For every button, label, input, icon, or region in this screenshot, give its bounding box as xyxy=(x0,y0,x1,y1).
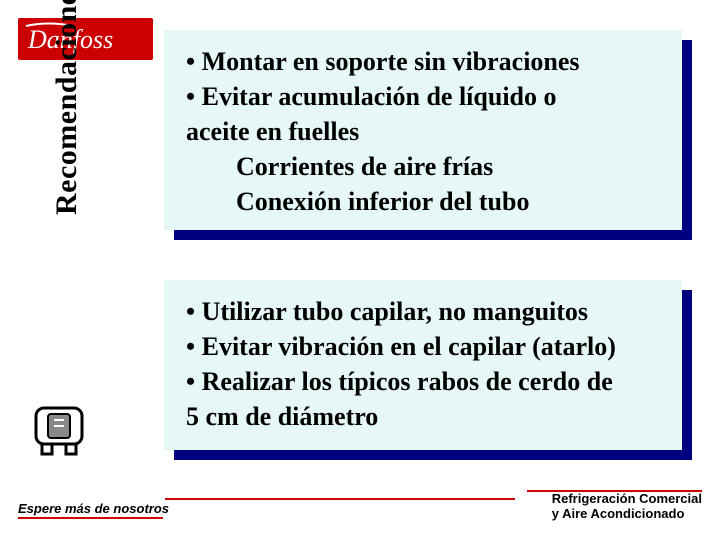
box1-line3: aceite en fuelles xyxy=(186,117,359,146)
box2-line3: • Realizar los típicos rabos de cerdo de xyxy=(186,367,613,396)
box2-line2: • Evitar vibración en el capilar (atarlo… xyxy=(186,332,616,361)
footer-right-l2: y Aire Acondicionado xyxy=(552,506,685,521)
recommendations-box-2: • Utilizar tubo capilar, no manguitos • … xyxy=(164,280,682,450)
box2-line4: 5 cm de diámetro xyxy=(186,402,378,431)
footer-category: Refrigeración Comercial y Aire Acondicio… xyxy=(552,491,702,522)
footer-right-l1: Refrigeración Comercial xyxy=(552,491,702,506)
pressure-switch-icon xyxy=(24,400,94,460)
footer: Espere más de nosotros Refrigeración Com… xyxy=(0,482,720,522)
footer-divider xyxy=(165,498,515,500)
box1-line1: • Montar en soporte sin vibraciones xyxy=(186,47,580,76)
box1-line4: Corrientes de aire frías xyxy=(186,149,664,184)
box1-line5: Conexión inferior del tubo xyxy=(186,184,664,219)
box2-line1: • Utilizar tubo capilar, no manguitos xyxy=(186,297,588,326)
brand-logo: Danfoss xyxy=(18,18,153,60)
footer-tagline: Espere más de nosotros xyxy=(18,501,169,516)
vertical-title: Recomendaciones xyxy=(50,0,84,215)
recommendations-box-1: • Montar en soporte sin vibraciones • Ev… xyxy=(164,30,682,230)
box1-line2: • Evitar acumulación de líquido o xyxy=(186,82,557,111)
